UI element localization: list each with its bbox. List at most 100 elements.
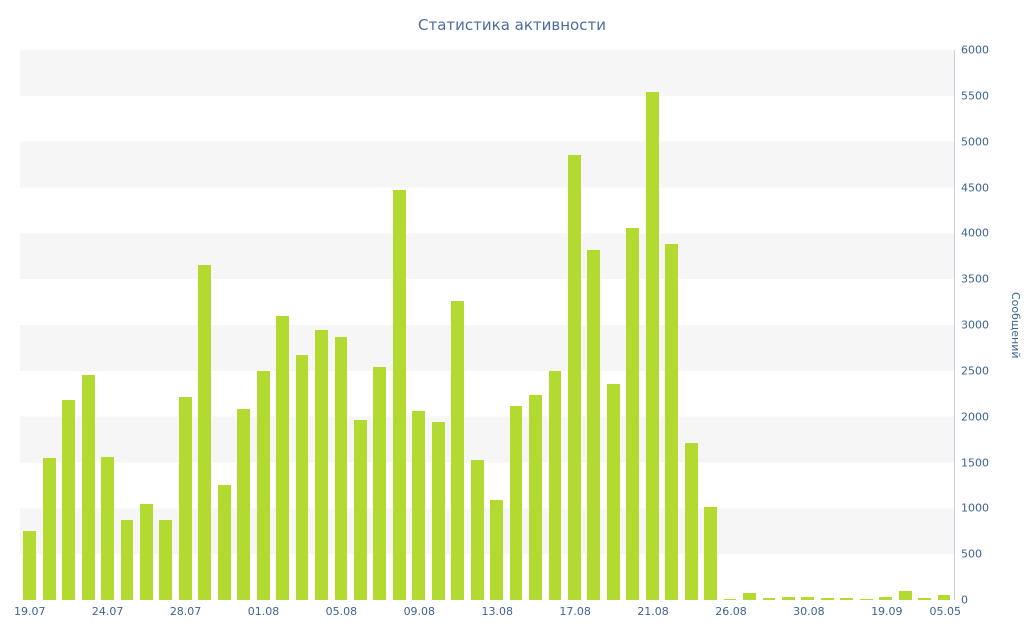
bar bbox=[62, 400, 76, 600]
bar bbox=[606, 383, 620, 600]
x-axis-tick-label: 28.07 bbox=[169, 605, 202, 618]
bar-slot bbox=[915, 50, 934, 600]
bar-slot bbox=[623, 50, 642, 600]
y-axis-tick-label: 500 bbox=[961, 547, 982, 561]
bar-slot bbox=[39, 50, 58, 600]
bar-slot bbox=[312, 50, 331, 600]
bar-slot bbox=[351, 50, 370, 600]
bar bbox=[431, 422, 445, 600]
bar bbox=[412, 411, 426, 600]
bar bbox=[81, 375, 95, 600]
bar-slot bbox=[818, 50, 837, 600]
bar-slot bbox=[759, 50, 778, 600]
bar-slot bbox=[681, 50, 700, 600]
bar-slot bbox=[895, 50, 914, 600]
bar-slot bbox=[448, 50, 467, 600]
bar bbox=[820, 598, 834, 600]
bar bbox=[898, 590, 912, 600]
y-axis-tick-label: 2500 bbox=[961, 364, 989, 378]
bar bbox=[392, 190, 406, 600]
bar bbox=[198, 265, 212, 600]
bar bbox=[704, 506, 717, 600]
y-axis-tick-label: 5000 bbox=[961, 135, 989, 149]
bar bbox=[490, 500, 504, 600]
x-axis-tick-labels: 19.07 24.07 28.07 01.08 05.08 09.08 13.08 17.08… bbox=[14, 605, 961, 621]
bar bbox=[276, 315, 290, 600]
bar-slot bbox=[253, 50, 272, 600]
bar bbox=[23, 531, 37, 600]
x-axis-tick-label: 05.05 bbox=[929, 605, 962, 618]
bar bbox=[373, 367, 387, 600]
bar-slot bbox=[604, 50, 623, 600]
bar bbox=[781, 596, 795, 600]
bar bbox=[101, 457, 114, 600]
chart-title: Статистика активности bbox=[418, 16, 606, 34]
bar-slot bbox=[467, 50, 486, 600]
bar bbox=[295, 355, 309, 600]
bar bbox=[529, 394, 542, 600]
bar bbox=[178, 396, 192, 600]
x-axis-tick-label: 30.08 bbox=[793, 605, 825, 618]
y-axis-tick-label: 4500 bbox=[961, 181, 989, 194]
bar-slot bbox=[662, 50, 681, 600]
x-axis-tick-label: 01.08 bbox=[247, 605, 280, 618]
bar bbox=[509, 405, 523, 600]
bar bbox=[470, 459, 484, 600]
y-axis-title-text: Сообщений bbox=[1009, 291, 1022, 359]
bar bbox=[315, 329, 328, 600]
bar bbox=[140, 503, 153, 600]
bar-slot bbox=[409, 50, 428, 600]
plot-area bbox=[20, 50, 955, 600]
bar-slot bbox=[176, 50, 195, 600]
bar bbox=[937, 595, 951, 600]
bars-container bbox=[20, 50, 954, 600]
bar-slot bbox=[779, 50, 798, 600]
bar-slot bbox=[234, 50, 253, 600]
bar bbox=[334, 336, 348, 600]
x-axis-tick-label: 19.09 bbox=[871, 605, 903, 618]
y-axis-tick-label: 1000 bbox=[961, 501, 989, 515]
bar-slot bbox=[720, 50, 739, 600]
y-axis-tick-label: 0 bbox=[961, 593, 968, 607]
bar-slot bbox=[643, 50, 662, 600]
x-axis-tick-label: 13.08 bbox=[481, 605, 513, 618]
y-axis-title: Сообщений bbox=[1009, 50, 1022, 600]
bar bbox=[859, 598, 873, 600]
x-axis-tick-label: 19.07 bbox=[13, 605, 46, 618]
bar-slot bbox=[292, 50, 311, 600]
bar-slot bbox=[331, 50, 350, 600]
bar-slot bbox=[156, 50, 175, 600]
bar-slot bbox=[20, 50, 39, 600]
bar-slot bbox=[195, 50, 214, 600]
bar-slot bbox=[545, 50, 564, 600]
bar bbox=[120, 520, 134, 600]
x-axis-tick-label: 17.08 bbox=[559, 605, 591, 618]
bar-slot bbox=[584, 50, 603, 600]
bar-slot bbox=[390, 50, 409, 600]
bar bbox=[42, 457, 56, 600]
bar bbox=[217, 484, 231, 600]
bar-slot bbox=[98, 50, 117, 600]
bar bbox=[256, 370, 270, 600]
y-axis-tick-label: 6000 bbox=[961, 43, 989, 57]
y-axis-tick-labels: 0 500 1000 1500 2000 2500 3000 3500 4000 4500 5000… bbox=[961, 44, 1003, 607]
bar-slot bbox=[78, 50, 97, 600]
bar bbox=[684, 443, 698, 600]
y-axis-tick-label: 1500 bbox=[961, 456, 989, 469]
bar-slot bbox=[876, 50, 895, 600]
bar bbox=[801, 597, 815, 600]
y-axis-tick-label: 3500 bbox=[961, 272, 989, 286]
bar bbox=[451, 301, 465, 600]
bar-slot bbox=[565, 50, 584, 600]
bar-slot bbox=[370, 50, 389, 600]
x-axis-tick-label: 09.08 bbox=[403, 605, 436, 618]
y-axis-tick-label: 3000 bbox=[961, 318, 989, 332]
bar-slot bbox=[701, 50, 720, 600]
bar bbox=[645, 92, 659, 600]
bar-slot bbox=[429, 50, 448, 600]
bar-slot bbox=[740, 50, 759, 600]
bar bbox=[879, 597, 893, 600]
bar-slot bbox=[59, 50, 78, 600]
bar bbox=[743, 592, 756, 600]
bar-slot bbox=[117, 50, 136, 600]
